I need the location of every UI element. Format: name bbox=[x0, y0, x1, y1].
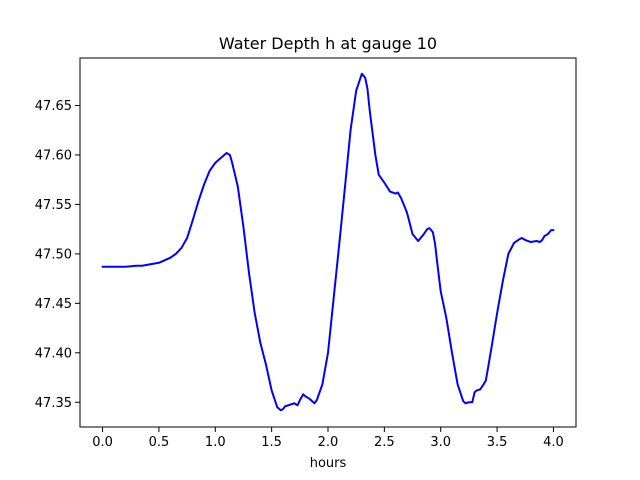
x-tick-label: 1.0 bbox=[205, 435, 226, 450]
x-tick-label: 2.0 bbox=[318, 435, 339, 450]
plot-layer bbox=[101, 72, 555, 412]
y-tick-label: 47.40 bbox=[35, 346, 72, 361]
x-tick-label: 1.5 bbox=[261, 435, 282, 450]
x-tick-label: 3.5 bbox=[487, 435, 508, 450]
chart-title: Water Depth h at gauge 10 bbox=[219, 34, 437, 53]
x-axis-label: hours bbox=[310, 456, 347, 471]
y-tick-label: 47.45 bbox=[35, 297, 72, 312]
axes-layer: 0.0 0.5 1.0 1.5 2.0 2.5 3.0 3.5 4.0 47.35 47.40 47.… bbox=[35, 57, 577, 450]
x-tick-label: 2.5 bbox=[374, 435, 395, 450]
x-tick-label: 0.5 bbox=[149, 435, 170, 450]
x-tick-label: 3.0 bbox=[430, 435, 451, 450]
y-tick-label: 47.65 bbox=[35, 99, 72, 114]
x-tick-label: 0.0 bbox=[92, 435, 113, 450]
series-line-0 bbox=[101, 72, 555, 412]
x-tick-label: 4.0 bbox=[543, 435, 564, 450]
y-tick-label: 47.50 bbox=[35, 247, 72, 262]
y-tick-label: 47.35 bbox=[35, 396, 72, 411]
y-tick-label: 47.60 bbox=[35, 148, 72, 163]
y-tick-label: 47.55 bbox=[35, 198, 72, 213]
